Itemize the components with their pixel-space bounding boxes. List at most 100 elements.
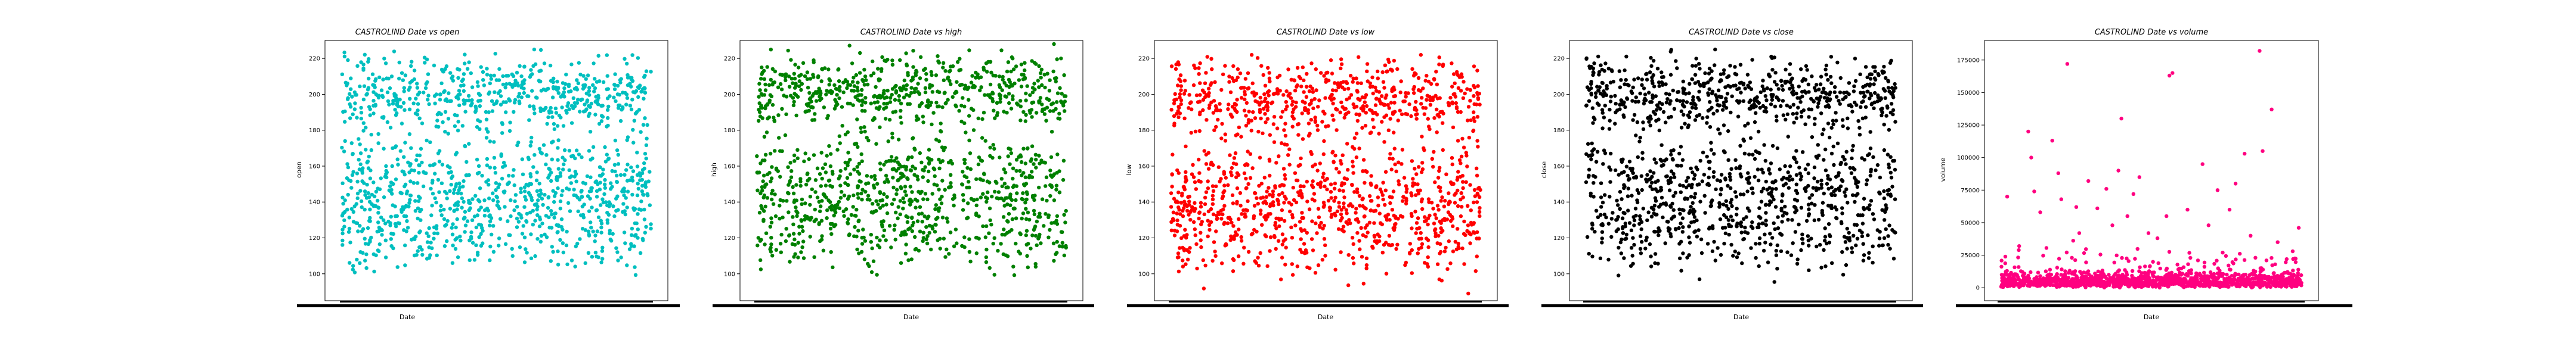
data-point	[856, 229, 860, 233]
data-point	[807, 101, 811, 106]
data-point	[1174, 200, 1178, 204]
data-point	[1271, 192, 1275, 197]
data-point	[477, 208, 481, 212]
data-point	[465, 160, 469, 164]
data-point	[1775, 119, 1779, 123]
data-point	[503, 85, 507, 90]
data-point	[1174, 67, 1178, 71]
data-point	[351, 264, 355, 268]
data-point	[866, 181, 871, 185]
data-point	[1764, 219, 1768, 223]
data-point	[816, 75, 821, 80]
data-point	[757, 95, 761, 99]
data-point	[491, 191, 495, 195]
data-point	[949, 181, 953, 185]
data-point	[1613, 93, 1617, 98]
data-point	[368, 107, 372, 111]
data-point	[1715, 178, 1720, 182]
data-point	[1203, 81, 1208, 85]
data-point	[1477, 210, 1482, 214]
data-point	[760, 207, 764, 211]
data-point	[838, 174, 842, 179]
data-point	[792, 76, 797, 81]
data-point	[817, 199, 821, 204]
data-point	[1789, 253, 1794, 257]
data-point	[896, 216, 900, 220]
data-point	[355, 191, 360, 196]
data-point	[1438, 110, 1442, 114]
data-point	[342, 224, 346, 229]
data-point	[549, 79, 553, 83]
data-point	[427, 102, 431, 107]
data-point	[1305, 179, 1309, 184]
data-point	[1447, 239, 1451, 244]
data-point	[1718, 132, 1722, 136]
data-point	[623, 57, 627, 61]
data-point	[1463, 91, 1467, 96]
data-point	[482, 83, 487, 88]
data-point	[842, 194, 847, 198]
data-point	[779, 232, 784, 237]
data-point	[1428, 213, 1432, 218]
data-point	[1664, 101, 1669, 105]
data-point	[1871, 244, 1875, 248]
data-point	[544, 105, 548, 110]
data-point	[1334, 88, 1338, 93]
data-point	[1305, 265, 1309, 270]
data-point	[1592, 61, 1596, 66]
data-point	[905, 63, 909, 68]
data-point	[937, 206, 942, 210]
data-point	[1215, 108, 1220, 113]
data-point	[1461, 180, 1465, 184]
data-point	[1234, 133, 1238, 138]
data-point	[1786, 217, 1790, 222]
data-point	[360, 205, 364, 210]
data-point	[510, 247, 514, 251]
data-point	[1395, 67, 1400, 71]
data-point	[443, 130, 447, 134]
data-point	[1803, 122, 1807, 126]
data-point	[957, 108, 961, 113]
data-point	[532, 47, 537, 52]
data-point	[463, 52, 467, 57]
data-point	[1256, 255, 1260, 260]
data-point	[847, 233, 852, 238]
data-point	[1266, 66, 1270, 70]
data-point	[860, 188, 865, 192]
data-point	[437, 160, 442, 164]
data-point	[1265, 264, 1270, 269]
data-point	[795, 148, 800, 152]
data-point	[787, 191, 791, 196]
data-point	[374, 189, 379, 194]
data-point	[476, 164, 481, 168]
data-point	[340, 145, 344, 150]
data-point	[578, 98, 583, 102]
data-point	[1357, 113, 1361, 117]
data-point	[878, 167, 883, 172]
data-point	[1300, 194, 1304, 198]
data-point	[835, 87, 839, 91]
data-point	[974, 177, 979, 182]
data-point	[865, 197, 870, 202]
data-point	[1727, 232, 1731, 237]
data-point	[837, 96, 841, 101]
data-point	[1361, 282, 1366, 286]
data-point	[1176, 251, 1181, 255]
data-point	[358, 224, 362, 228]
data-point	[1734, 195, 1739, 199]
data-point	[583, 261, 587, 266]
data-point	[1860, 116, 1865, 120]
data-point	[769, 245, 773, 250]
data-point	[578, 237, 582, 241]
data-point	[1888, 247, 1892, 251]
data-point	[499, 102, 503, 107]
data-point	[555, 124, 560, 128]
data-point	[1787, 186, 1791, 190]
data-point	[484, 127, 489, 131]
data-point	[1351, 80, 1355, 84]
data-point	[885, 195, 889, 199]
data-point	[488, 219, 493, 223]
data-point	[1418, 188, 1422, 192]
data-point	[1280, 141, 1284, 145]
data-point	[1258, 212, 1263, 216]
